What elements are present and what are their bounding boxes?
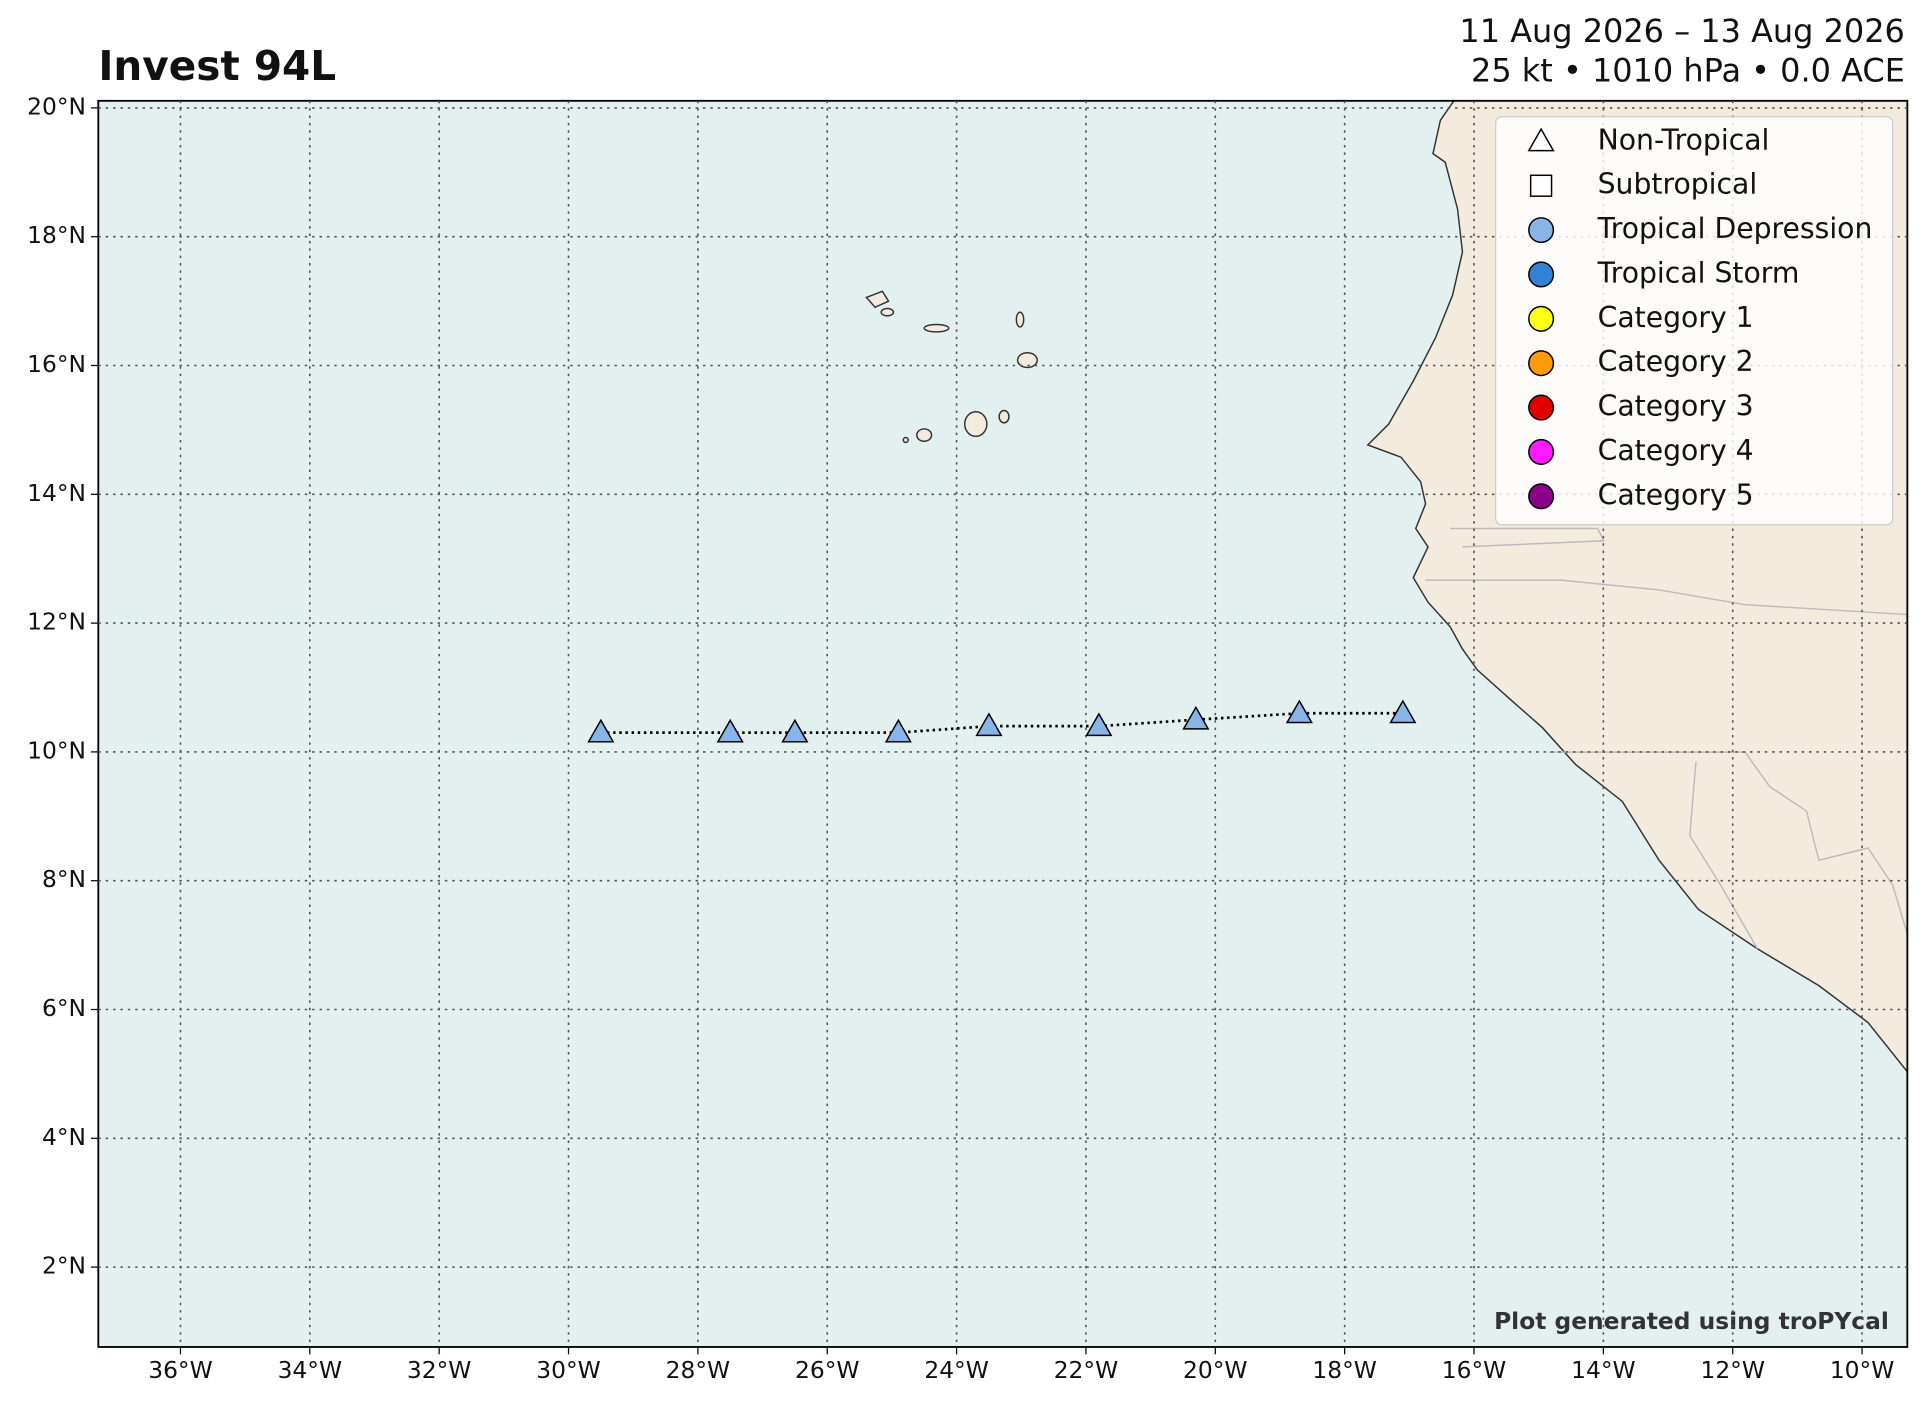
x-tick-label: 24°W — [924, 1356, 988, 1384]
y-tick-label: 14°N — [27, 479, 86, 507]
legend-label: Category 5 — [1598, 478, 1754, 511]
x-tick-label: 34°W — [278, 1356, 342, 1384]
legend-marker — [1528, 217, 1555, 244]
track-point — [975, 712, 1003, 737]
track-point — [1389, 699, 1417, 724]
legend-label: Tropical Depression — [1597, 212, 1873, 245]
track-point — [781, 718, 809, 743]
x-tick-label: 32°W — [407, 1356, 471, 1384]
track-point — [716, 718, 744, 743]
subtitle: 11 Aug 2026 – 13 Aug 2026 — [1459, 12, 1904, 50]
x-tick-label: 36°W — [148, 1356, 212, 1384]
y-tick-label: 8°N — [42, 865, 86, 893]
x-tick-label: 26°W — [795, 1356, 859, 1384]
track-point — [1182, 705, 1210, 730]
x-tick-label: 20°W — [1183, 1356, 1247, 1384]
track-point — [1285, 699, 1313, 724]
legend-marker — [1528, 483, 1555, 510]
x-tick-label: 30°W — [536, 1356, 600, 1384]
legend-label: Category 3 — [1598, 390, 1754, 423]
y-tick-label: 12°N — [27, 608, 86, 636]
legend-label: Non-Tropical — [1598, 123, 1770, 156]
track-point — [884, 718, 912, 743]
x-tick-label: 14°W — [1571, 1356, 1635, 1384]
subtitle: 25 kt • 1010 hPa • 0.0 ACE — [1471, 52, 1905, 90]
legend-marker — [1528, 305, 1555, 332]
legend — [1495, 116, 1894, 526]
x-tick-label: 22°W — [1054, 1356, 1118, 1384]
track-point — [1085, 712, 1113, 737]
y-tick-label: 20°N — [27, 92, 86, 120]
x-tick-label: 12°W — [1700, 1356, 1764, 1384]
legend-marker — [1528, 394, 1555, 421]
y-tick-label: 4°N — [42, 1123, 86, 1151]
legend-marker — [1527, 127, 1555, 152]
legend-label: Category 1 — [1598, 301, 1754, 334]
track-point — [587, 718, 615, 743]
legend-label: Tropical Storm — [1597, 256, 1800, 289]
y-tick-label: 16°N — [27, 350, 86, 378]
legend-label: Category 4 — [1598, 434, 1754, 467]
x-tick-label: 10°W — [1830, 1356, 1894, 1384]
y-tick-label: 6°N — [42, 994, 86, 1022]
y-tick-label: 2°N — [42, 1252, 86, 1280]
x-tick-label: 18°W — [1312, 1356, 1376, 1384]
legend-label: Category 2 — [1598, 345, 1754, 378]
y-tick-label: 10°N — [27, 736, 86, 764]
plot-frame — [97, 99, 1909, 1348]
legend-marker — [1528, 350, 1555, 377]
legend-marker — [1528, 261, 1555, 288]
borders — [1425, 527, 1909, 950]
y-tick-label: 18°N — [27, 221, 86, 249]
x-tick-label: 16°W — [1442, 1356, 1506, 1384]
chart-title: Invest 94L — [98, 42, 336, 90]
legend-marker — [1529, 174, 1553, 197]
x-tick-label: 28°W — [666, 1356, 730, 1384]
credit: Plot generated using troPYcal — [1494, 1307, 1889, 1335]
legend-marker — [1528, 438, 1555, 465]
legend-label: Subtropical — [1598, 168, 1758, 201]
